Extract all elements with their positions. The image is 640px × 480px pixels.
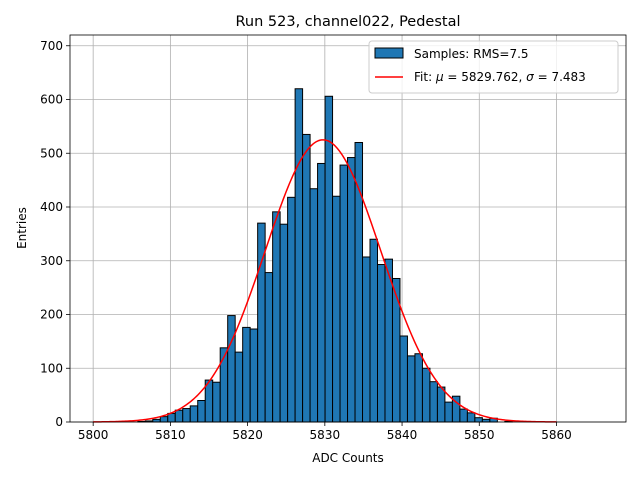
y-tick-label: 300: [40, 254, 63, 268]
y-tick-label: 700: [40, 39, 63, 53]
legend-label-fit: Fit: μ = 5829.762, σ = 7.483: [414, 70, 586, 84]
x-tick-label: 5810: [155, 428, 186, 442]
histogram-bar: [339, 164, 349, 423]
y-tick-label: 600: [40, 93, 63, 107]
x-tick-label: 5830: [310, 428, 341, 442]
histogram-bar: [317, 162, 326, 423]
x-tick-label: 5840: [387, 428, 418, 442]
histogram-bar: [249, 328, 259, 423]
chart-title: Run 523, channel022, Pedestal: [235, 14, 460, 30]
y-tick-label: 200: [40, 308, 63, 322]
histogram-bar: [391, 277, 401, 423]
histogram-bar: [272, 211, 281, 423]
histogram-bar: [399, 335, 408, 423]
histogram-bar: [466, 412, 476, 423]
histogram-bar: [459, 408, 468, 423]
histogram-bar: [406, 355, 416, 423]
x-tick-label: 5860: [541, 428, 572, 442]
histogram-bar: [376, 264, 386, 423]
y-axis-label: Entries: [15, 207, 29, 249]
histogram-bar: [227, 315, 236, 423]
x-tick-label: 5820: [232, 428, 263, 442]
histogram-bar: [362, 256, 371, 423]
plot-area: 5800 5810 5820 5830 5840 5850 5860 0 100 200 300 4…: [40, 34, 627, 442]
histogram-bar: [264, 272, 274, 423]
x-tick-label: 5850: [464, 428, 495, 442]
y-axis-ticks: 0 100 200 300 400 500 600 700: [40, 39, 70, 429]
histogram-bar: [294, 88, 304, 423]
histogram-bar: [332, 195, 341, 423]
legend-swatch-samples: [374, 47, 404, 59]
histogram-bar: [436, 386, 446, 423]
histogram-bar: [159, 416, 169, 423]
histogram-bar: [309, 188, 319, 423]
legend-box: [368, 40, 619, 94]
axes-frame: [69, 34, 627, 423]
y-tick-label: 500: [40, 146, 63, 160]
histogram-bar: [369, 238, 378, 423]
histogram-bar: [212, 381, 221, 423]
histogram-bar: [414, 353, 423, 423]
histogram-bar: [481, 418, 491, 423]
y-tick-label: 100: [40, 361, 63, 375]
histogram-bar: [279, 223, 289, 423]
histogram-bar: [189, 405, 199, 423]
histogram-bar: [234, 351, 244, 423]
y-tick-label: 400: [40, 200, 63, 214]
x-axis-ticks: 5800 5810 5820 5830 5840 5850 5860: [78, 422, 572, 442]
y-tick-label: 0: [55, 415, 63, 429]
histogram-bar: [474, 417, 483, 423]
histogram-bar: [242, 326, 251, 423]
histogram-bar: [324, 95, 334, 423]
histogram-bar: [429, 381, 438, 423]
fit-curve: [93, 139, 557, 423]
histogram-bar: [174, 409, 184, 423]
histogram-bar: [421, 367, 431, 423]
histogram-bar: [182, 408, 191, 423]
x-axis-label: ADC Counts: [312, 451, 384, 465]
legend-label-samples: Samples: RMS=7.5: [414, 47, 529, 61]
histogram-bar: [302, 133, 311, 423]
histogram-bar: [219, 347, 229, 423]
histogram-bar: [287, 196, 296, 423]
histogram-bar: [197, 400, 206, 423]
x-tick-label: 5800: [78, 428, 109, 442]
histogram-bar: [444, 401, 453, 423]
legend: Samples: RMS=7.5 Fit: μ = 5829.762, σ = …: [368, 40, 619, 94]
histogram-bar: [152, 418, 161, 423]
histogram-bar: [347, 157, 356, 423]
